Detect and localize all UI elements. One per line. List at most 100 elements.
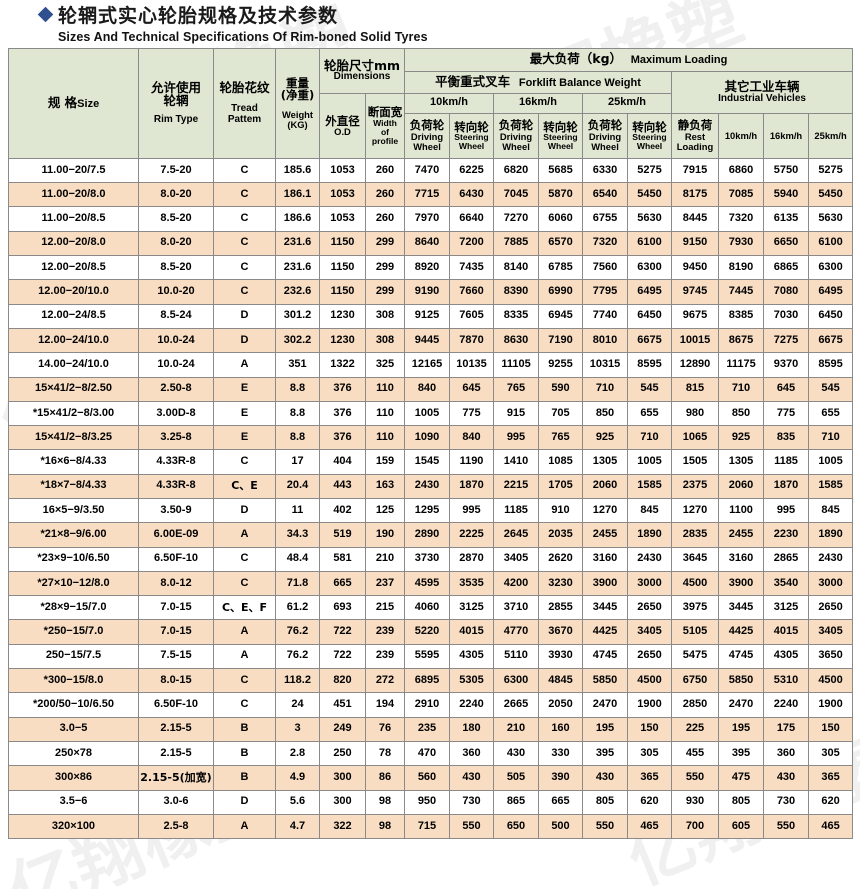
cell-forklift-16-driving: 210 bbox=[493, 716, 539, 742]
cell-width-profile: 210 bbox=[365, 546, 405, 572]
cell-forklift-10-driving: 1090 bbox=[404, 425, 450, 451]
cell-industrial-25: 6495 bbox=[807, 279, 854, 305]
cell-industrial-16: 645 bbox=[763, 376, 809, 402]
cell-industrial-16: 7030 bbox=[763, 303, 809, 329]
cell-industrial-16: 1185 bbox=[763, 449, 809, 475]
table-row: 11.00−20/8.5 8.5-20 C 186.6 1053 260 7970 6640 7… bbox=[8, 206, 854, 232]
col-header-speed-25-label: 25km/h bbox=[608, 96, 646, 109]
col-header-f10-steering-en-1: Steering bbox=[454, 132, 489, 143]
cell-forklift-10-driving: 6895 bbox=[404, 668, 450, 694]
cell-industrial-25: 545 bbox=[807, 376, 854, 402]
cell-width-profile: 110 bbox=[365, 425, 405, 451]
cell-forklift-25-driving: 1305 bbox=[582, 449, 628, 475]
cell-forklift-25-steering: 305 bbox=[627, 740, 672, 767]
cell-weight: 186.6 bbox=[275, 206, 320, 232]
cell-size: *200/50−10/6.50 bbox=[8, 692, 139, 718]
cell-size: *18×7−8/4.33 bbox=[8, 473, 139, 500]
cell-tread-pattern: A bbox=[213, 619, 276, 645]
col-header-forklift-group: 平衡重式叉车 Forklift Balance Weight bbox=[404, 70, 672, 94]
cell-width-profile: 110 bbox=[365, 400, 405, 427]
cell-forklift-10-steering: 7200 bbox=[449, 230, 494, 257]
table-row: 16×5−9/3.50 3.50-9 D 11 402 125 1295 995 1185 910… bbox=[8, 497, 854, 524]
col-header-rest-en-2: Loading bbox=[676, 141, 714, 153]
cell-width-profile: 299 bbox=[365, 279, 405, 305]
col-header-forklift-en: Forklift Balance Weight bbox=[518, 76, 641, 89]
cell-forklift-10-driving: 8920 bbox=[404, 255, 450, 281]
cell-rim-type: 10.0-24 bbox=[138, 327, 214, 354]
cell-od: 722 bbox=[319, 619, 366, 645]
col-header-ind-speed-10-label: 10km/h bbox=[724, 129, 758, 141]
cell-forklift-10-driving: 470 bbox=[404, 740, 450, 767]
cell-industrial-25: 3405 bbox=[807, 619, 854, 645]
cell-forklift-10-driving: 950 bbox=[404, 789, 450, 815]
cell-size: 15×41/2−8/2.50 bbox=[8, 376, 139, 402]
cell-forklift-16-steering: 5685 bbox=[538, 157, 583, 184]
cell-forklift-16-steering: 705 bbox=[538, 400, 583, 427]
cell-forklift-10-driving: 560 bbox=[404, 765, 450, 791]
col-header-speed-16: 16km/h bbox=[493, 92, 583, 114]
cell-industrial-25: 6675 bbox=[807, 327, 854, 354]
cell-width-profile: 98 bbox=[365, 813, 405, 840]
cell-weight: 71.8 bbox=[275, 570, 320, 597]
cell-rim-type: 3.25-8 bbox=[138, 425, 214, 451]
col-header-f25-driving: 负荷轮 Driving Wheel bbox=[582, 112, 628, 159]
col-header-f25-driving-en-1: Driving bbox=[588, 130, 622, 142]
cell-weight: 11 bbox=[275, 497, 320, 524]
cell-forklift-10-driving: 2910 bbox=[404, 692, 450, 718]
cell-forklift-16-driving: 505 bbox=[493, 765, 539, 791]
cell-weight: 232.6 bbox=[275, 279, 320, 305]
diamond-icon bbox=[37, 6, 54, 23]
cell-forklift-25-driving: 10315 bbox=[582, 352, 628, 378]
cell-forklift-16-driving: 2645 bbox=[493, 522, 539, 548]
cell-forklift-16-steering: 7190 bbox=[538, 327, 583, 354]
cell-forklift-25-driving: 195 bbox=[582, 716, 628, 742]
cell-industrial-16: 7080 bbox=[763, 279, 809, 305]
cell-industrial-25: 5450 bbox=[807, 182, 854, 208]
cell-industrial-10: 7930 bbox=[718, 230, 764, 257]
col-header-f16-steering-cn: 转向轮 bbox=[543, 119, 578, 134]
cell-rim-type: 7.5-20 bbox=[138, 157, 214, 184]
table-row: *300−15/8.0 8.0-15 C 118.2 820 272 6895 5305 630… bbox=[8, 668, 854, 694]
col-header-industrial-cn: 其它工业车辆 bbox=[724, 79, 800, 95]
cell-weight: 48.4 bbox=[275, 546, 320, 572]
cell-od: 665 bbox=[319, 570, 366, 597]
cell-forklift-10-driving: 7470 bbox=[404, 157, 450, 184]
cell-rim-type: 8.0-20 bbox=[138, 230, 214, 257]
header-row-1: 规 格Size 允许使用 轮辋 Rim Type 轮胎花纹 Tread Patt… bbox=[8, 47, 854, 159]
cell-industrial-10: 8190 bbox=[718, 255, 764, 281]
cell-od: 443 bbox=[319, 473, 366, 500]
table-row: 250×78 2.15-5 B 2.8 250 78 470 360 430 330 395 305 4… bbox=[8, 740, 854, 767]
col-header-dimensions-en: Dimensions bbox=[333, 71, 391, 83]
page-title-cn: 轮辋式实心轮胎规格及技术参数 bbox=[37, 5, 860, 28]
cell-weight: 3 bbox=[275, 716, 320, 742]
col-header-industrial-en: Industrial Vehicles bbox=[718, 92, 806, 104]
col-header-tread-cn: 轮胎花纹 bbox=[219, 80, 270, 96]
cell-width-profile: 260 bbox=[365, 157, 405, 184]
cell-rest-loading: 9450 bbox=[671, 255, 719, 281]
col-header-f16-driving-en-1: Driving bbox=[499, 130, 533, 142]
cell-tread-pattern: B bbox=[213, 765, 276, 791]
col-header-width-en-3: profile bbox=[371, 135, 399, 146]
spec-table-wrap: 规 格Size 允许使用 轮辋 Rim Type 轮胎花纹 Tread Patt… bbox=[0, 47, 860, 840]
cell-industrial-25: 1890 bbox=[807, 522, 854, 548]
cell-forklift-25-steering: 5450 bbox=[627, 182, 672, 208]
cell-forklift-16-driving: 7270 bbox=[493, 206, 539, 232]
cell-tread-pattern: D bbox=[213, 497, 276, 524]
cell-industrial-10: 2455 bbox=[718, 522, 764, 548]
cell-rim-type: 7.0-15 bbox=[138, 619, 214, 645]
cell-industrial-10: 7085 bbox=[718, 182, 764, 208]
cell-rest-loading: 1270 bbox=[671, 497, 719, 524]
cell-forklift-25-steering: 845 bbox=[627, 497, 672, 524]
col-header-dimensions: 轮胎尺寸mm Dimensions bbox=[319, 47, 405, 94]
cell-forklift-16-steering: 2855 bbox=[538, 595, 583, 621]
cell-industrial-16: 835 bbox=[763, 425, 809, 451]
cell-tread-pattern: C bbox=[213, 570, 276, 597]
cell-industrial-16: 5310 bbox=[763, 668, 809, 694]
col-header-f10-driving: 负荷轮 Driving Wheel bbox=[404, 112, 450, 159]
cell-width-profile: 308 bbox=[365, 327, 405, 354]
cell-width-profile: 272 bbox=[365, 668, 405, 694]
cell-forklift-25-steering: 3000 bbox=[627, 570, 672, 597]
cell-forklift-25-driving: 7740 bbox=[582, 303, 628, 329]
cell-forklift-25-driving: 2060 bbox=[582, 473, 628, 500]
table-row: 3.0−5 2.15-5 B 3 249 76 235 180 210 160 195 150 225 1… bbox=[8, 716, 854, 742]
